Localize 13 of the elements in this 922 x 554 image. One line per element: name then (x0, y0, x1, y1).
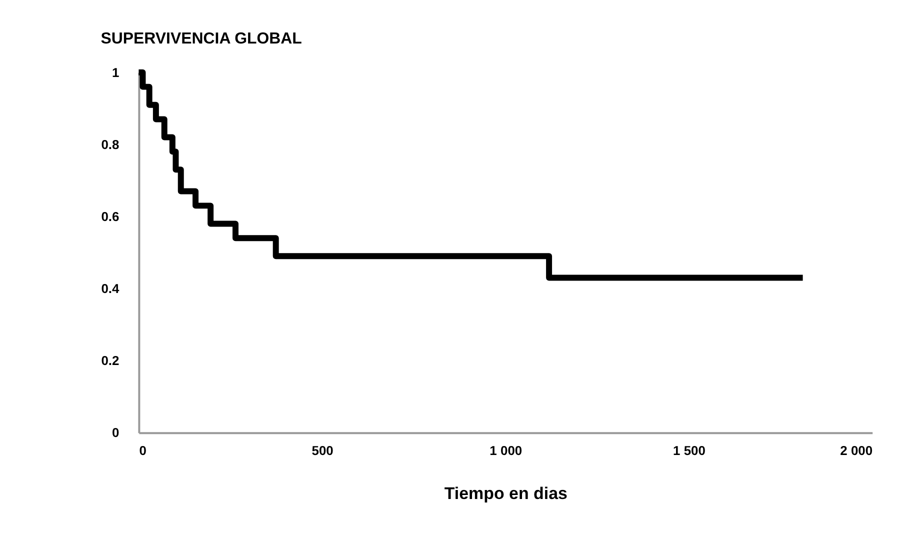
y-tick-label: 0.4 (101, 281, 120, 296)
x-tick-label: 1 000 (490, 443, 522, 458)
y-tick-label: 0.2 (101, 353, 120, 368)
y-tick-label: 1 (112, 64, 120, 80)
x-tick-label: 500 (312, 443, 334, 458)
chart-title: SUPERVIVENCIA GLOBAL (100, 30, 302, 48)
x-tick-label: 0 (139, 443, 146, 458)
x-tick-label: 2 000 (840, 443, 873, 458)
y-tick-label: 0.6 (101, 208, 120, 224)
x-axis-title: Tiempo en dias (444, 484, 568, 503)
y-tick-label: 0 (112, 425, 120, 440)
y-tick-label: 0.8 (101, 136, 120, 152)
x-tick-label: 1 500 (673, 443, 706, 458)
